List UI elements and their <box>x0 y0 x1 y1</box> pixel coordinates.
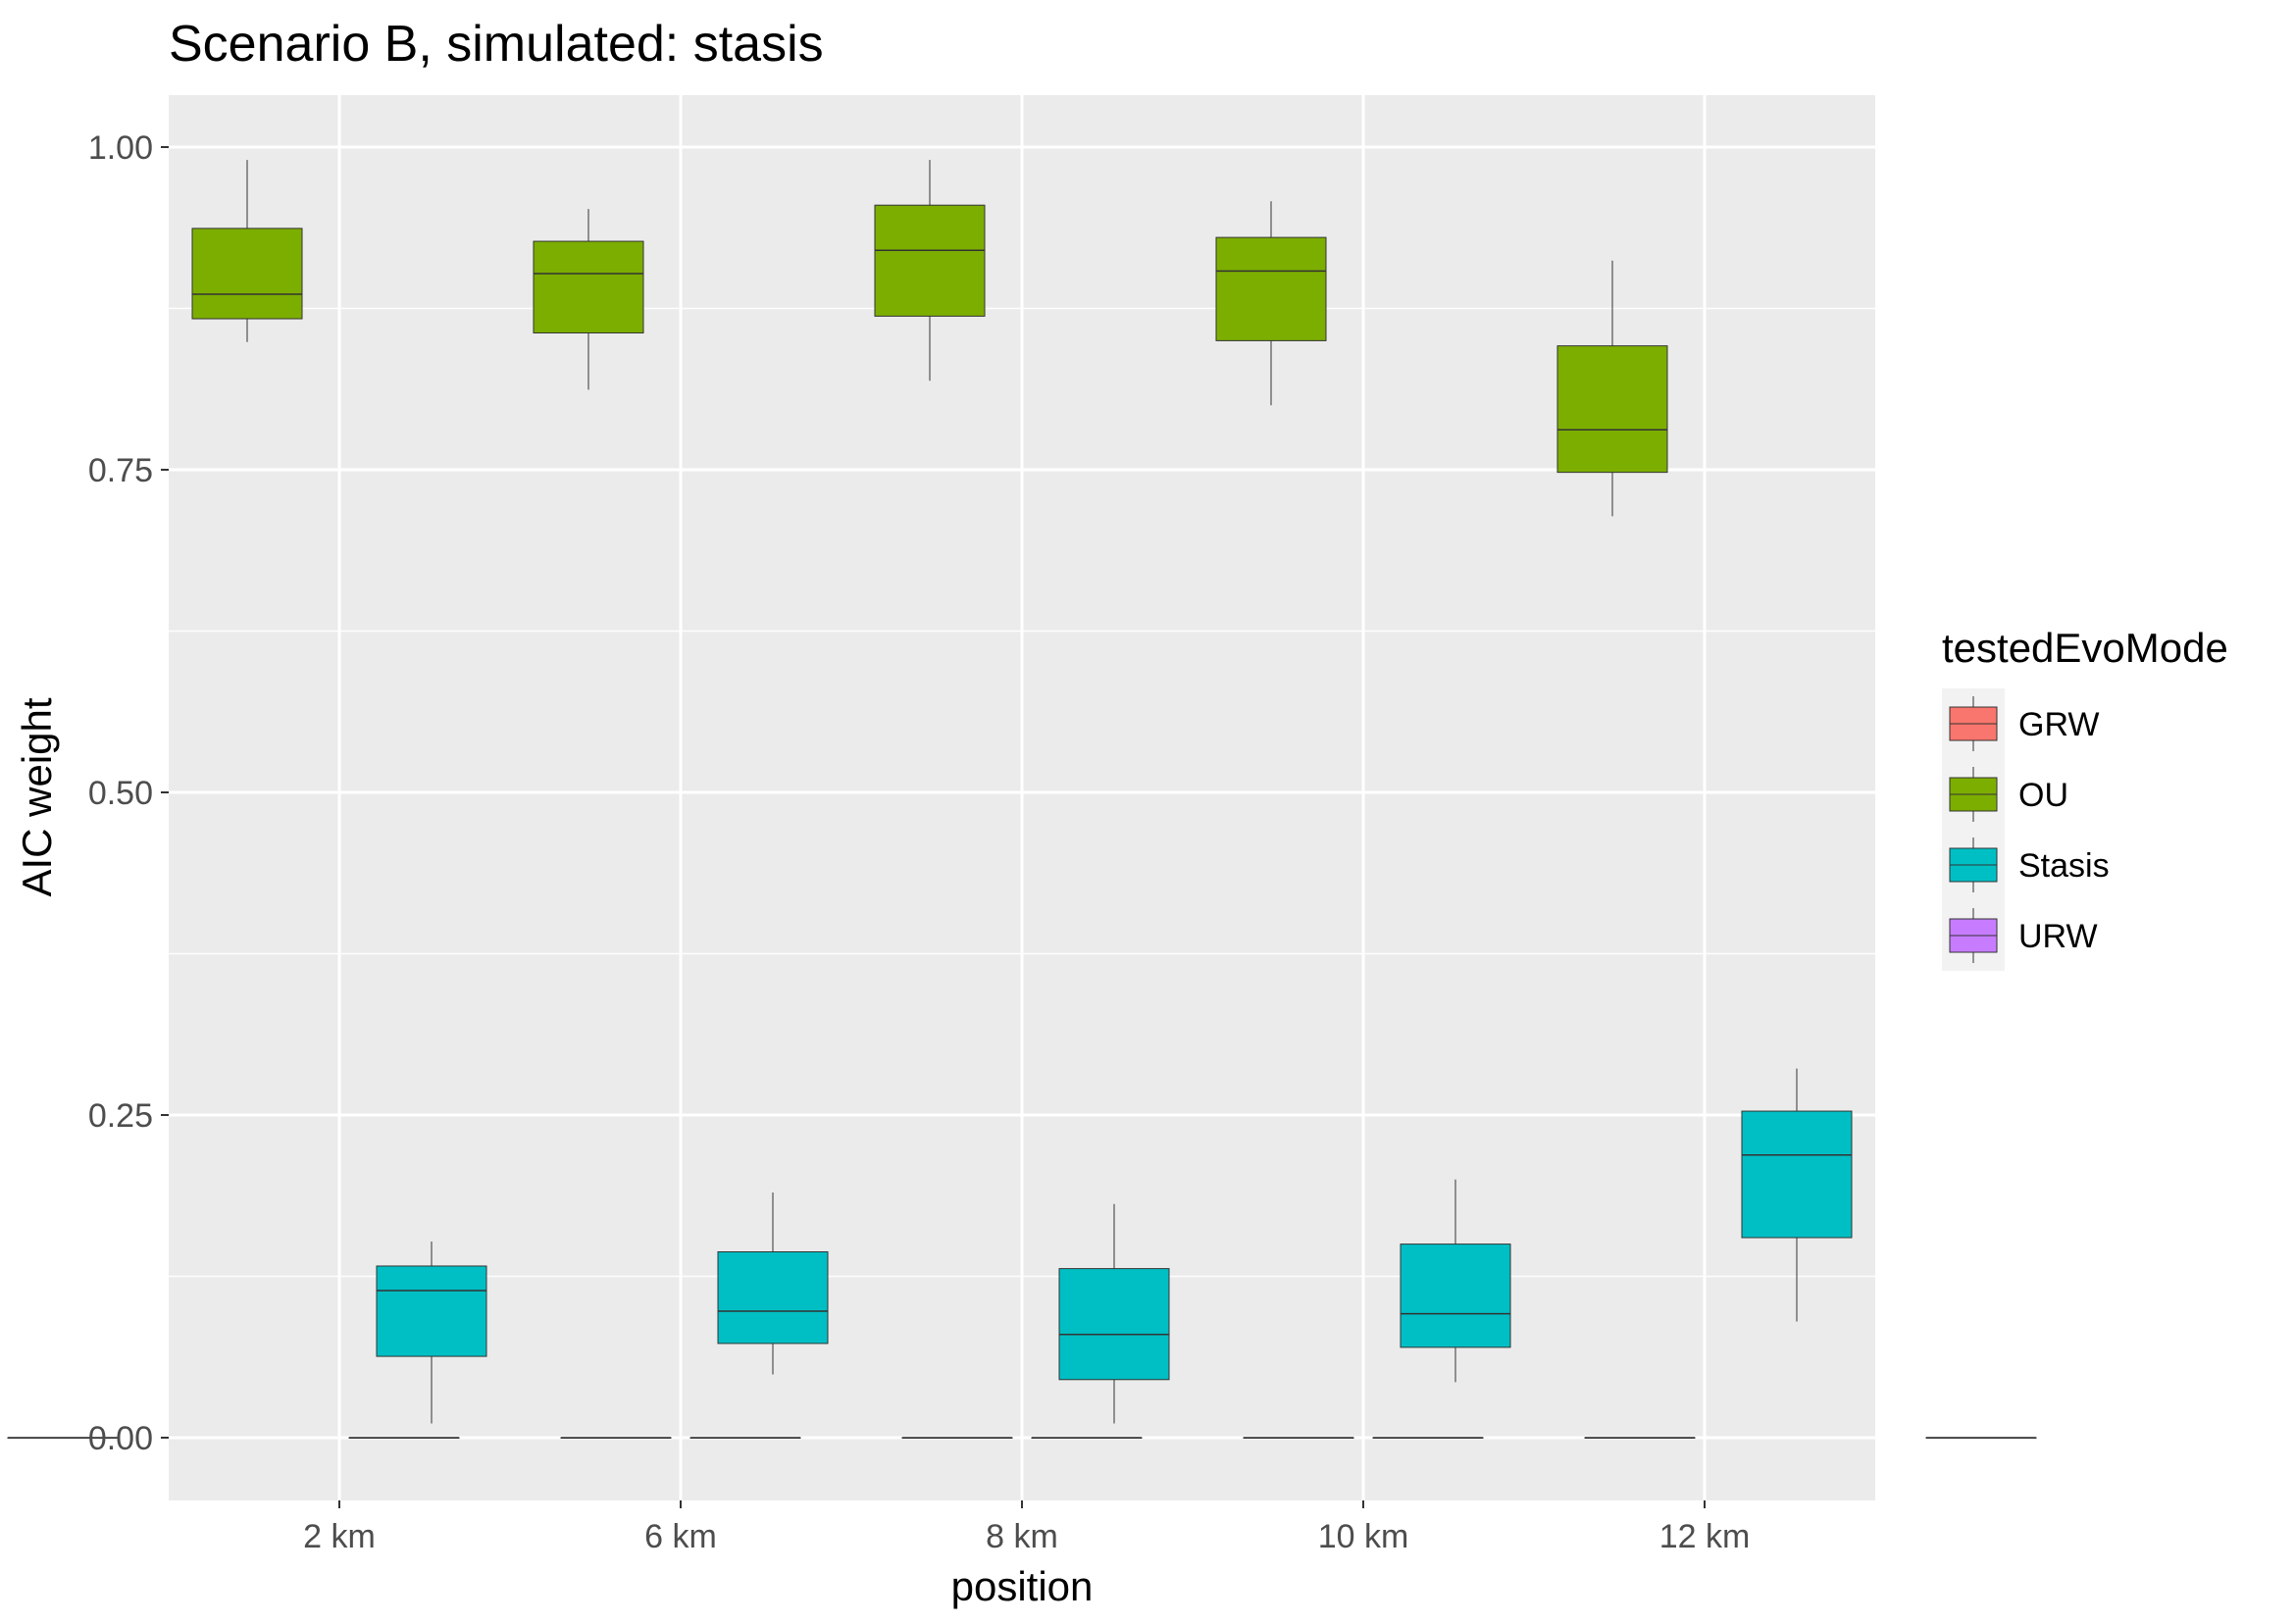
box-stasis-1 <box>717 1192 829 1375</box>
box-ou-3 <box>1215 201 1327 406</box>
legend-item-grw: GRW <box>1949 696 2099 751</box>
x-tick-label: 2 km <box>303 1518 376 1555</box>
box-stasis-2 <box>1058 1203 1170 1424</box>
box-urw-3 <box>1584 1437 1696 1439</box>
legend-label: OU <box>2018 777 2068 814</box>
y-tick-label: 0.75 <box>88 452 153 489</box>
box-iqr <box>1058 1268 1170 1381</box>
legend: testedEvoMode GRW OU Stasis URW <box>1942 625 2228 971</box>
y-axis: 0.00 0.25 0.50 0.75 1.00 <box>88 129 169 1457</box>
box-grw-1 <box>348 1437 460 1439</box>
y-tick-label: 0.50 <box>88 775 153 812</box>
x-tick-label: 10 km <box>1318 1518 1409 1555</box>
y-tick-label: 0.00 <box>88 1420 153 1457</box>
box-stasis-4 <box>1741 1068 1853 1322</box>
legend-item-urw: URW <box>1949 908 2098 963</box>
legend-title: testedEvoMode <box>1942 625 2228 671</box>
box-grw-0 <box>7 1437 119 1439</box>
box-ou-4 <box>1556 260 1668 517</box>
box-grw-3 <box>1031 1437 1143 1439</box>
legend-label: GRW <box>2018 706 2099 743</box>
box-iqr <box>376 1265 487 1357</box>
legend-item-ou: OU <box>1949 767 2068 822</box>
legend-label: URW <box>2018 918 2098 955</box>
box-iqr <box>717 1250 829 1345</box>
box-iqr <box>1400 1243 1511 1348</box>
box-stasis-3 <box>1400 1179 1511 1383</box>
boxplots <box>7 160 2037 1439</box>
box-iqr <box>191 228 303 320</box>
x-tick-label: 12 km <box>1659 1518 1751 1555</box>
box-urw-4 <box>1925 1437 2037 1439</box>
box-ou-2 <box>874 160 986 381</box>
x-axis: 2 km 6 km 8 km 10 km 12 km <box>303 1500 1750 1555</box>
box-ou-1 <box>533 209 644 390</box>
box-stasis-0 <box>376 1241 487 1424</box>
grid-major <box>169 95 1875 1500</box>
box-grw-2 <box>689 1437 801 1439</box>
box-urw-2 <box>1243 1437 1354 1439</box>
box-iqr <box>874 204 986 317</box>
box-iqr <box>1215 236 1327 341</box>
y-tick-label: 1.00 <box>88 129 153 167</box>
box-ou-0 <box>191 160 303 342</box>
y-tick-label: 0.25 <box>88 1097 153 1135</box>
x-tick-label: 8 km <box>986 1518 1058 1555</box>
legend-label: Stasis <box>2018 847 2110 885</box>
box-iqr <box>1741 1110 1853 1239</box>
box-urw-1 <box>901 1437 1013 1439</box>
box-iqr <box>1556 345 1668 474</box>
chart-title: Scenario B, simulated: stasis <box>169 16 824 73</box>
box-urw-0 <box>560 1437 672 1439</box>
x-axis-title: position <box>951 1563 1094 1609</box>
x-tick-label: 6 km <box>644 1518 717 1555</box>
box-iqr <box>533 240 644 334</box>
legend-item-stasis: Stasis <box>1949 837 2110 892</box>
y-axis-title: AIC weight <box>14 697 60 896</box>
box-grw-4 <box>1372 1437 1484 1439</box>
